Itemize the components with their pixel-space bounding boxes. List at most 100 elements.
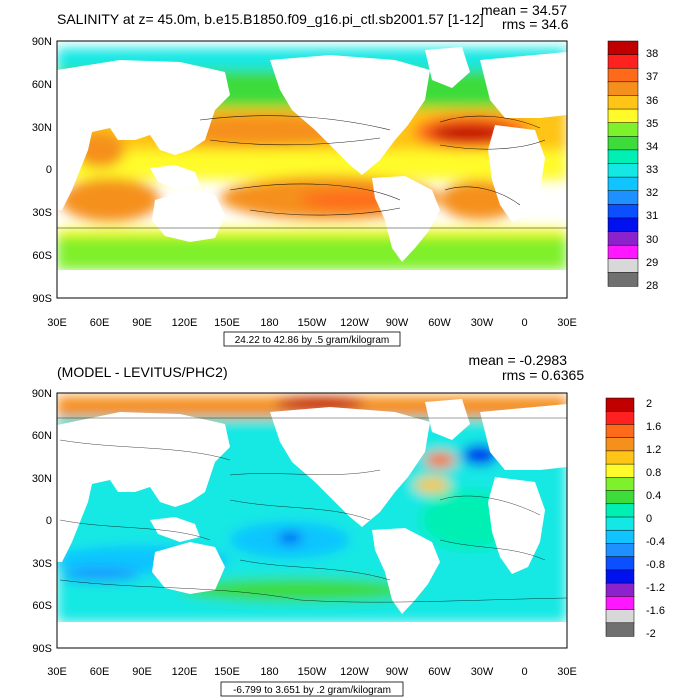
colorbar-swatch: [607, 190, 639, 205]
tick-label: 150W: [298, 317, 327, 329]
tick-label: 30N: [32, 473, 52, 485]
colorbar-swatch: [607, 217, 639, 233]
colorbar-swatch: [605, 410, 635, 426]
colorbar-label: 38: [646, 48, 658, 60]
colorbar-label: 2: [646, 398, 652, 410]
colorbar-label: 1.2: [646, 444, 661, 456]
colorbar-swatch: [605, 582, 635, 597]
colorbar-swatch: [607, 108, 639, 124]
tick-label: 120E: [172, 666, 198, 678]
tick-label: 180: [260, 317, 278, 329]
colorbar-swatch: [605, 450, 635, 465]
colorbar-swatch: [607, 149, 639, 165]
mean-label: mean = -0.2983: [469, 352, 568, 368]
tick-label: 90N: [32, 388, 52, 400]
lon-axis: 30E 60E 90E 120E 150E 180 150W 120W 90W …: [47, 666, 577, 678]
tick-label: 0: [46, 164, 52, 176]
colorbar-label: -1.2: [646, 582, 665, 594]
panel-title: SALINITY at z= 45.0m, b.e15.B1850.f09_g1…: [57, 11, 484, 27]
colorbar-swatch: [607, 204, 639, 219]
tick-label: 30E: [557, 317, 577, 329]
colorbar-swatch: [607, 136, 639, 151]
salinity-map-panel: SALINITY at z= 45.0m, b.e15.B1850.f09_g1…: [32, 2, 658, 347]
tick-label: 30W: [471, 666, 494, 678]
tick-label: 60N: [32, 430, 52, 442]
tick-label: 90E: [132, 317, 152, 329]
colorbar-swatch: [607, 272, 639, 287]
difference-map-panel: (MODEL - LEVITUS/PHC2) mean = -0.2983 rm…: [32, 352, 665, 697]
rms-label: rms = 34.6: [502, 16, 569, 32]
colorbar-swatch: [605, 596, 635, 611]
tick-label: 180: [260, 666, 278, 678]
colorbar-swatch: [607, 163, 639, 178]
colorbar-swatch: [607, 231, 639, 246]
colorbar-label: 36: [646, 95, 658, 107]
mean-label: mean = 34.57: [481, 2, 567, 18]
salinity-field: [57, 41, 567, 298]
tick-label: 30E: [557, 666, 577, 678]
colorbar-swatch: [605, 477, 635, 492]
lat-axis: 90N 60N 30N 0 30S 60S 90S: [32, 388, 52, 655]
colorbar-label: 34: [646, 141, 658, 153]
contour-info: 24.22 to 42.86 by .5 gram/kilogram: [235, 335, 390, 346]
colorbar-swatch: [605, 516, 635, 531]
colorbar-swatch: [605, 609, 635, 624]
colorbar-swatch: [605, 569, 635, 584]
tick-label: 30W: [471, 317, 494, 329]
colorbar-label: 30: [646, 234, 658, 246]
colorbar-label: 0: [646, 513, 652, 525]
tick-label: 150E: [214, 317, 240, 329]
tick-label: 60N: [32, 79, 52, 91]
colorbar-swatch: [605, 397, 635, 412]
tick-label: 0: [521, 317, 527, 329]
colorbar-label: 1.6: [646, 421, 661, 433]
colorbar-label: 0.4: [646, 490, 661, 502]
colorbar-swatch: [605, 503, 635, 518]
tick-label: 60W: [428, 666, 451, 678]
colorbar-swatch: [605, 424, 635, 439]
tick-label: 0: [521, 666, 527, 678]
tick-label: 90E: [132, 666, 152, 678]
colorbar-swatch: [607, 54, 639, 69]
colorbar-swatch: [605, 529, 635, 545]
colorbar-swatch: [605, 543, 635, 558]
colorbar-label: -2: [646, 628, 656, 640]
tick-label: 90S: [32, 293, 52, 305]
colorbar-swatch: [607, 244, 639, 260]
rms-label: rms = 0.6365: [502, 367, 584, 383]
colorbar-label: 37: [646, 71, 658, 83]
tick-label: 30E: [47, 666, 67, 678]
tick-label: 30E: [47, 317, 67, 329]
colorbar-swatch: [607, 81, 639, 97]
tick-label: 0: [46, 515, 52, 527]
tick-label: 120E: [172, 317, 198, 329]
tick-label: 90W: [386, 666, 409, 678]
colorbar-label: 0.8: [646, 467, 661, 479]
tick-label: 90N: [32, 36, 52, 48]
tick-label: 60S: [32, 600, 52, 612]
colorbar-label: 33: [646, 164, 658, 176]
colorbar: 2 1.6 1.2 0.8 0.4 0 -0.4 -0.8 -1.2 -1.6 …: [605, 397, 665, 640]
colorbar-swatch: [605, 490, 635, 505]
tick-label: 90S: [32, 643, 52, 655]
tick-label: 150W: [298, 666, 327, 678]
tick-label: 60E: [90, 666, 110, 678]
tick-label: 60E: [90, 317, 110, 329]
tick-label: 60S: [32, 250, 52, 262]
tick-label: 60W: [428, 317, 451, 329]
tick-label: 120W: [340, 317, 369, 329]
colorbar-swatch: [605, 437, 635, 452]
colorbar-swatch: [607, 67, 639, 83]
colorbar-label: -0.4: [646, 536, 665, 548]
tick-label: 150E: [214, 666, 240, 678]
contour-info-box: [220, 681, 404, 697]
difference-field: [57, 393, 567, 648]
panel-title: (MODEL - LEVITUS/PHC2): [57, 364, 228, 380]
colorbar-label: -0.8: [646, 559, 665, 571]
colorbar-swatch: [607, 95, 639, 110]
tick-label: 30N: [32, 122, 52, 134]
colorbar-swatch: [607, 258, 639, 274]
colorbar: 38 37 36 35 34 33 32 31 30 29 28: [607, 40, 658, 292]
colorbar-label: 35: [646, 118, 658, 130]
